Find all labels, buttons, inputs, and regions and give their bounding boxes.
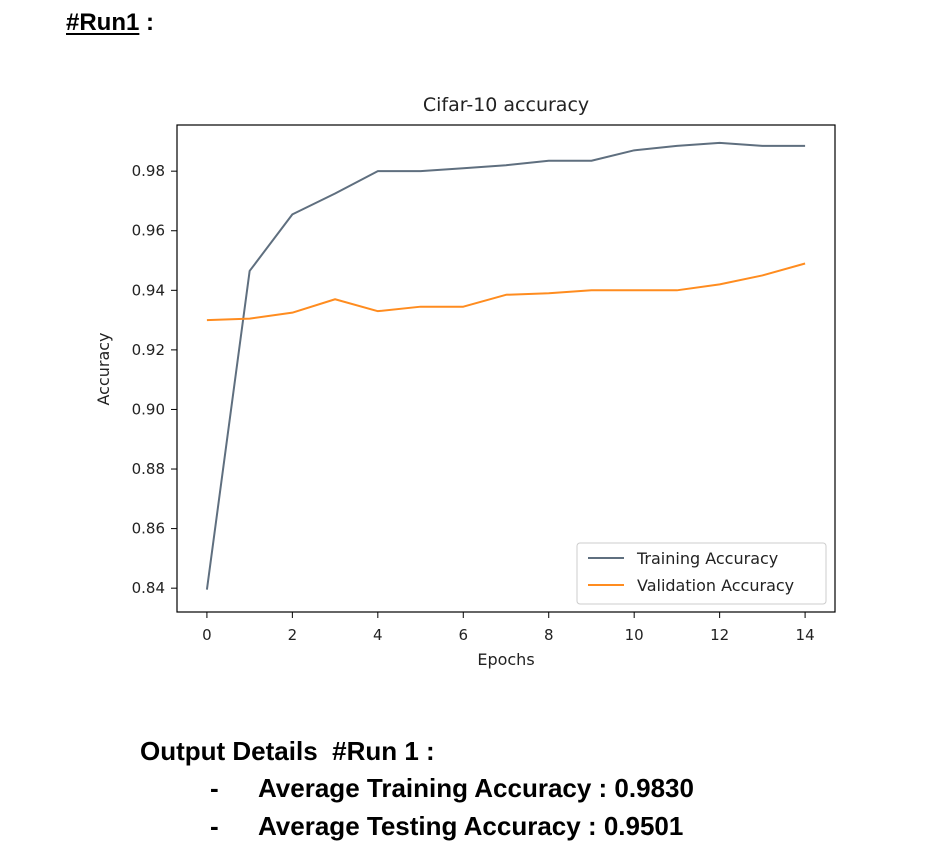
plot-frame bbox=[176, 124, 836, 613]
y-axis: 0.84 0.86 0.88 0.90 0.92 0.94 0.96 0.98 bbox=[132, 162, 177, 597]
y-axis-label: Accuracy bbox=[94, 332, 113, 405]
average-testing-accuracy: Average Testing Accuracy : 0.9501 bbox=[258, 811, 684, 841]
y-tick-label: 0.92 bbox=[132, 341, 165, 359]
series-line-training-accuracy bbox=[205, 141, 806, 590]
run-heading-label: #Run1 bbox=[66, 9, 140, 36]
output-details: Output Details #Run 1 : - Average Traini… bbox=[140, 733, 694, 845]
run-heading-suffix: : bbox=[139, 9, 155, 36]
x-tick-label: 12 bbox=[710, 626, 729, 644]
x-tick-label: 4 bbox=[373, 626, 383, 644]
y-tick-label: 0.88 bbox=[132, 460, 165, 478]
output-item-testing: - Average Testing Accuracy : 0.9501 bbox=[140, 807, 683, 845]
x-tick-label: 2 bbox=[288, 626, 298, 644]
x-tick-label: 14 bbox=[796, 626, 815, 644]
y-tick-label: 0.98 bbox=[132, 162, 165, 180]
legend-box bbox=[576, 542, 827, 605]
legend-label-validation: Validation Accuracy bbox=[637, 576, 794, 595]
x-tick-label: 6 bbox=[458, 626, 468, 644]
legend: Training Accuracy Validation Accuracy bbox=[576, 542, 827, 605]
average-training-accuracy: Average Training Accuracy : 0.9830 bbox=[258, 773, 694, 803]
y-tick-label: 0.84 bbox=[132, 579, 165, 597]
y-tick-label: 0.96 bbox=[132, 222, 165, 240]
y-tick-label: 0.86 bbox=[132, 520, 165, 538]
bullet-dash: - bbox=[210, 811, 219, 841]
y-tick-label: 0.94 bbox=[132, 281, 165, 299]
legend-label-training: Training Accuracy bbox=[636, 549, 778, 568]
series-lines bbox=[205, 141, 806, 590]
series-line-validation-accuracy bbox=[206, 262, 806, 322]
output-title: Output Details #Run 1 : bbox=[140, 736, 435, 766]
accuracy-chart: Cifar-10 accuracy 0 2 4 6 8 10 12 14 0.840.860.… bbox=[94, 94, 836, 669]
x-tick-label: 10 bbox=[625, 626, 644, 644]
y-tick-label: 0.90 bbox=[132, 400, 165, 418]
x-tick-label: 0 bbox=[202, 626, 212, 644]
bullet-dash: - bbox=[210, 773, 219, 803]
run-heading: #Run1 : bbox=[66, 6, 154, 40]
chart-title: Cifar-10 accuracy bbox=[423, 94, 589, 116]
output-item-training: - Average Training Accuracy : 0.9830 bbox=[140, 769, 694, 807]
x-axis: 0 2 4 6 8 10 12 14 bbox=[202, 612, 815, 644]
x-tick-label: 8 bbox=[544, 626, 554, 644]
x-axis-label: Epochs bbox=[477, 650, 534, 669]
